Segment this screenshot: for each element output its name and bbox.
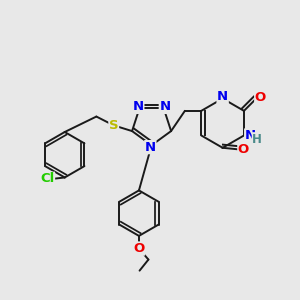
Text: N: N	[145, 141, 156, 154]
Text: N: N	[133, 100, 144, 113]
Text: S: S	[109, 119, 118, 132]
Text: N: N	[159, 100, 170, 113]
Text: O: O	[255, 91, 266, 104]
Text: Cl: Cl	[40, 172, 55, 185]
Text: H: H	[252, 133, 262, 146]
Text: N: N	[245, 129, 256, 142]
Text: N: N	[217, 90, 228, 104]
Text: O: O	[238, 143, 249, 156]
Text: O: O	[133, 242, 145, 255]
